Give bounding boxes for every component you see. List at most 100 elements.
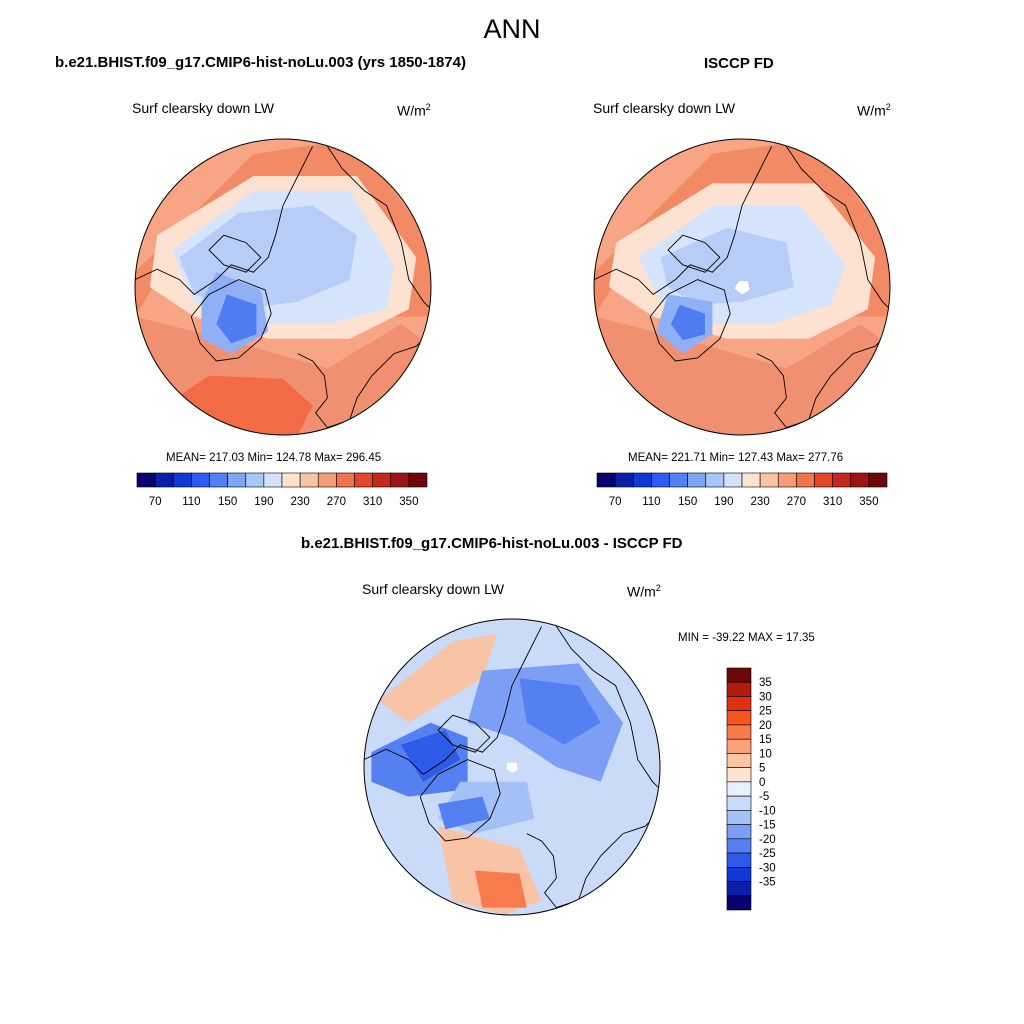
colorbar-box-1 (726, 681, 752, 697)
panel-obs-stats: MEAN= 221.71 Min= 127.43 Max= 277.76 (628, 452, 844, 464)
colorbar-tick-label: 270 (787, 496, 806, 508)
colorbar-tick-label: 310 (363, 496, 382, 508)
colorbar-box-0 (596, 472, 616, 488)
coastline-0 (419, 759, 501, 842)
coastline-3 (786, 146, 890, 310)
colorbar-box-3 (651, 472, 670, 488)
colorbar-box-7 (263, 472, 283, 488)
colorbar-tick-label: 110 (182, 496, 200, 508)
colorbar-box-2 (172, 472, 192, 488)
coastline-0 (649, 279, 731, 362)
colorbar-box-0 (136, 472, 156, 488)
colorbar-box-2 (632, 472, 652, 488)
map-boundary (134, 138, 432, 436)
panel-diff-title: b.e21.BHIST.f09_g17.CMIP6-hist-noLu.003 … (301, 535, 683, 552)
colorbar-tick-label: 5 (759, 763, 765, 775)
coastline-4 (208, 234, 262, 273)
obs-colorbar: 70 110 150 190 230 270 310 350 (596, 472, 888, 508)
colorbar-box-5 (726, 738, 752, 754)
panel-diff-stats: MIN = -39.22 MAX = 17.35 (678, 632, 815, 644)
colorbar-tick-label: 190 (254, 496, 273, 508)
coastline-1 (594, 146, 773, 295)
colorbar-box-3 (726, 710, 752, 726)
panel-model-variable: Surf clearsky down LW (132, 100, 275, 116)
contour-region-4 (660, 227, 794, 305)
colorbar-tick-label: -20 (759, 834, 776, 846)
colorbar-tick-label: 110 (642, 496, 660, 508)
coastline-3 (556, 626, 660, 790)
colorbar-tick-label: 190 (714, 496, 733, 508)
colorbar-box-1 (614, 472, 634, 488)
colorbar-tick-label: 0 (759, 777, 765, 789)
colorbar-tick-label: 10 (759, 748, 772, 760)
colorbar-box-8 (741, 472, 761, 488)
colorbar-box-15 (408, 472, 428, 488)
colorbar-tick-label: -15 (759, 820, 776, 832)
panel-obs-variable: Surf clearsky down LW (593, 100, 736, 116)
colorbar-box-14 (390, 472, 410, 488)
colorbar-box-13 (726, 852, 752, 868)
colorbar-box-11 (796, 472, 815, 488)
colorbar-box-1 (154, 472, 174, 488)
colorbar-box-9 (759, 472, 779, 488)
colorbar-tick-label: 230 (291, 496, 310, 508)
colorbar-box-8 (281, 472, 301, 488)
contour-region-0 (378, 633, 498, 723)
colorbar-tick-label: 25 (759, 706, 772, 718)
colorbar-box-13 (832, 472, 852, 488)
colorbar-box-16 (726, 895, 752, 911)
colorbar-tick-label: 230 (751, 496, 770, 508)
colorbar-box-6 (726, 753, 752, 768)
coastline-4 (667, 234, 721, 273)
colorbar-box-14 (850, 472, 870, 488)
colorbar-tick-label: 20 (759, 720, 772, 732)
obs-polar-map (593, 138, 891, 436)
colorbar-tick-label: 15 (759, 734, 772, 746)
colorbar-box-6 (245, 472, 265, 488)
contour-region-2 (475, 870, 527, 908)
contour-region-8 (438, 796, 490, 830)
colorbar-box-0 (726, 667, 752, 683)
contour-region-7 (216, 294, 257, 344)
colorbar-box-10 (777, 472, 797, 488)
panel-model-stats: MEAN= 217.03 Min= 124.78 Max= 296.45 (166, 452, 382, 464)
model-polar-map (134, 138, 432, 436)
colorbar-tick-label: -25 (759, 848, 776, 860)
colorbar-box-5 (687, 472, 707, 488)
colorbar-box-12 (814, 472, 833, 488)
colorbar-box-2 (726, 696, 752, 712)
colorbar-tick-label: 30 (759, 691, 772, 703)
colorbar-box-7 (726, 767, 752, 783)
colorbar-tick-label: -35 (759, 877, 776, 889)
colorbar-box-15 (726, 881, 752, 897)
colorbar-box-11 (336, 472, 355, 488)
colorbar-box-3 (191, 472, 210, 488)
model-colorbar: 70 110 150 190 230 270 310 350 (136, 472, 428, 508)
colorbar-tick-label: 310 (823, 496, 842, 508)
coastline-1 (135, 146, 314, 295)
panel-obs-title: ISCCP FD (704, 55, 774, 72)
colorbar-box-5 (227, 472, 247, 488)
colorbar-box-14 (726, 866, 752, 882)
map-boundary (593, 138, 891, 436)
colorbar-tick-label: 150 (218, 496, 237, 508)
coastline-3 (327, 146, 431, 310)
colorbar-box-13 (372, 472, 392, 488)
colorbar-box-8 (726, 781, 752, 797)
colorbar-tick-label: 70 (149, 496, 162, 508)
map-boundary (363, 618, 661, 916)
contour-region-6 (671, 304, 705, 341)
contour-region-7 (734, 281, 750, 295)
panel-diff-variable: Surf clearsky down LW (362, 581, 505, 597)
colorbar-box-12 (726, 838, 752, 854)
page-title: ANN (483, 14, 541, 44)
colorbar-box-15 (868, 472, 888, 488)
panel-obs-units: W/m2 (857, 102, 891, 119)
coastline-4 (437, 714, 491, 753)
colorbar-box-10 (726, 810, 752, 825)
contour-region-4 (519, 678, 601, 745)
colorbar-box-12 (354, 472, 373, 488)
contour-region-9 (506, 762, 518, 773)
coastline-1 (364, 626, 543, 775)
colorbar-box-6 (705, 472, 725, 488)
